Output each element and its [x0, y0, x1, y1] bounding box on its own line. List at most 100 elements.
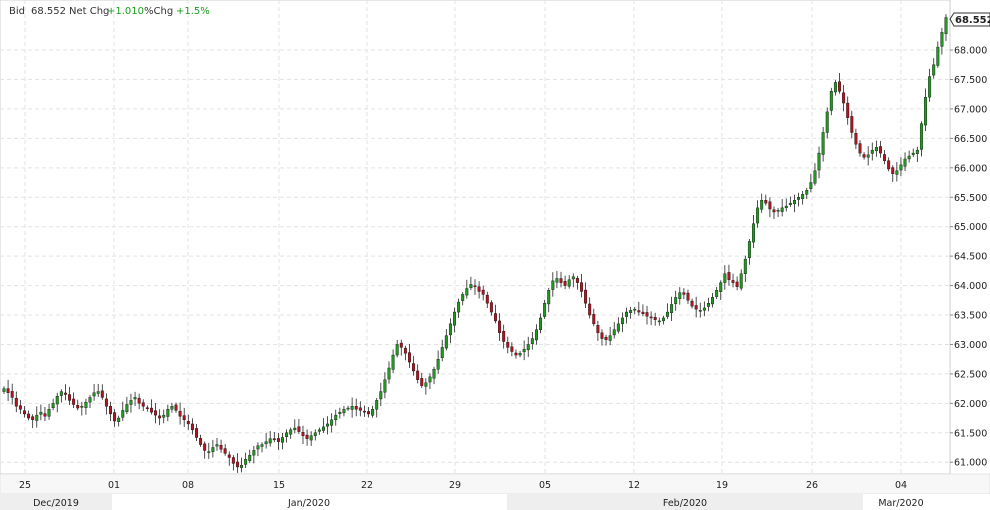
- candle: [842, 85, 846, 112]
- candle-body-up: [821, 132, 825, 155]
- candle: [59, 389, 63, 403]
- candle-body-down: [502, 331, 506, 342]
- candle-body-down: [190, 423, 194, 431]
- month-label-dec: Dec/2019: [33, 498, 79, 509]
- candle: [235, 453, 239, 473]
- candle-body-up: [743, 258, 747, 275]
- candle: [154, 403, 158, 424]
- candle-body-down: [768, 201, 772, 210]
- candle: [608, 326, 612, 346]
- candle: [313, 429, 317, 441]
- candle-body-up: [465, 288, 469, 296]
- candle-body-up: [289, 429, 293, 435]
- candle: [113, 409, 117, 427]
- candle: [682, 288, 686, 300]
- candle-body-up: [551, 280, 555, 290]
- candle: [334, 409, 338, 426]
- candle-body-up: [625, 311, 629, 317]
- candle-body-up: [35, 414, 39, 421]
- candle: [432, 366, 436, 385]
- candle: [584, 282, 588, 308]
- candle-body-up: [346, 407, 350, 410]
- x-tick-label: 15: [273, 480, 285, 491]
- candle: [51, 398, 55, 411]
- candle: [465, 279, 469, 299]
- candle: [575, 275, 579, 290]
- candle: [772, 206, 776, 220]
- candle: [68, 386, 72, 406]
- candle: [190, 418, 194, 435]
- candle-body-down: [596, 325, 600, 333]
- candle-body-up: [702, 307, 706, 311]
- candle: [657, 317, 661, 326]
- month-label-feb: Feb/2020: [663, 498, 707, 509]
- candle: [457, 298, 461, 318]
- y-tick-label: 68.000: [954, 46, 987, 57]
- quote-header: Bid 68.552 Net Chg +1.010 %Chg +1.5%: [9, 6, 210, 17]
- candle-body-up: [334, 414, 338, 421]
- candle: [125, 396, 129, 415]
- candle-body-up: [268, 438, 272, 444]
- candle-body-down: [354, 406, 358, 410]
- candle-body-up: [350, 406, 354, 410]
- candle-body-down: [494, 313, 497, 322]
- candle-body-up: [342, 409, 346, 414]
- candle-body-down: [649, 316, 653, 319]
- candle: [735, 276, 739, 291]
- candle-body-down: [489, 302, 493, 313]
- month-band-jan: [112, 494, 507, 510]
- candle: [100, 384, 104, 400]
- candle-body-up: [747, 241, 751, 258]
- candle: [559, 271, 563, 288]
- candle-body-up: [129, 400, 133, 405]
- candle-body-down: [109, 406, 112, 415]
- y-tick-label: 67.500: [954, 75, 987, 86]
- candle-body-up: [371, 409, 375, 416]
- candle: [72, 392, 76, 409]
- candle-body-down: [68, 394, 72, 401]
- candle-body-down: [145, 407, 149, 409]
- netchg-value: +1.010: [107, 6, 144, 17]
- candle-body-down: [690, 300, 694, 307]
- candle-body-up: [661, 317, 665, 322]
- y-axis: 61.000 61.500 62.000 62.500 63.000 63.500 64.0…: [950, 46, 987, 469]
- candle: [309, 431, 313, 446]
- candle-body-up: [678, 292, 682, 299]
- candle-body-down: [592, 314, 596, 325]
- month-band-mar: [863, 494, 990, 510]
- candle-body-up: [80, 406, 84, 408]
- candle: [264, 432, 268, 449]
- y-tick-label: 65.500: [954, 193, 987, 204]
- candle: [915, 146, 919, 163]
- candle-body-up: [391, 354, 395, 370]
- candle-body-up: [2, 388, 6, 392]
- candle-body-up: [162, 414, 166, 418]
- candle-body-down: [100, 390, 104, 398]
- candle: [833, 80, 837, 96]
- candle-body-down: [481, 289, 485, 295]
- candle: [428, 373, 432, 390]
- candle-body-up: [133, 397, 137, 400]
- candle: [629, 306, 633, 319]
- candle-body-up: [469, 284, 473, 289]
- candle-body-up: [706, 303, 710, 307]
- candle: [756, 200, 760, 228]
- candle: [620, 312, 624, 333]
- y-tick-label: 62.000: [954, 399, 987, 410]
- candles: [2, 14, 948, 473]
- candle-body-up: [776, 210, 780, 212]
- candle: [39, 404, 43, 421]
- candle: [252, 445, 256, 464]
- candle-body-down: [887, 160, 891, 170]
- candle-body-up: [919, 123, 923, 150]
- candle: [747, 239, 751, 265]
- candle-body-up: [330, 419, 334, 426]
- candle: [649, 311, 653, 326]
- candle-body-up: [571, 276, 575, 280]
- candle-body-up: [928, 76, 932, 98]
- candle-body-down: [23, 410, 26, 415]
- candle-body-down: [141, 402, 145, 407]
- candle: [936, 41, 940, 68]
- candle: [727, 264, 731, 286]
